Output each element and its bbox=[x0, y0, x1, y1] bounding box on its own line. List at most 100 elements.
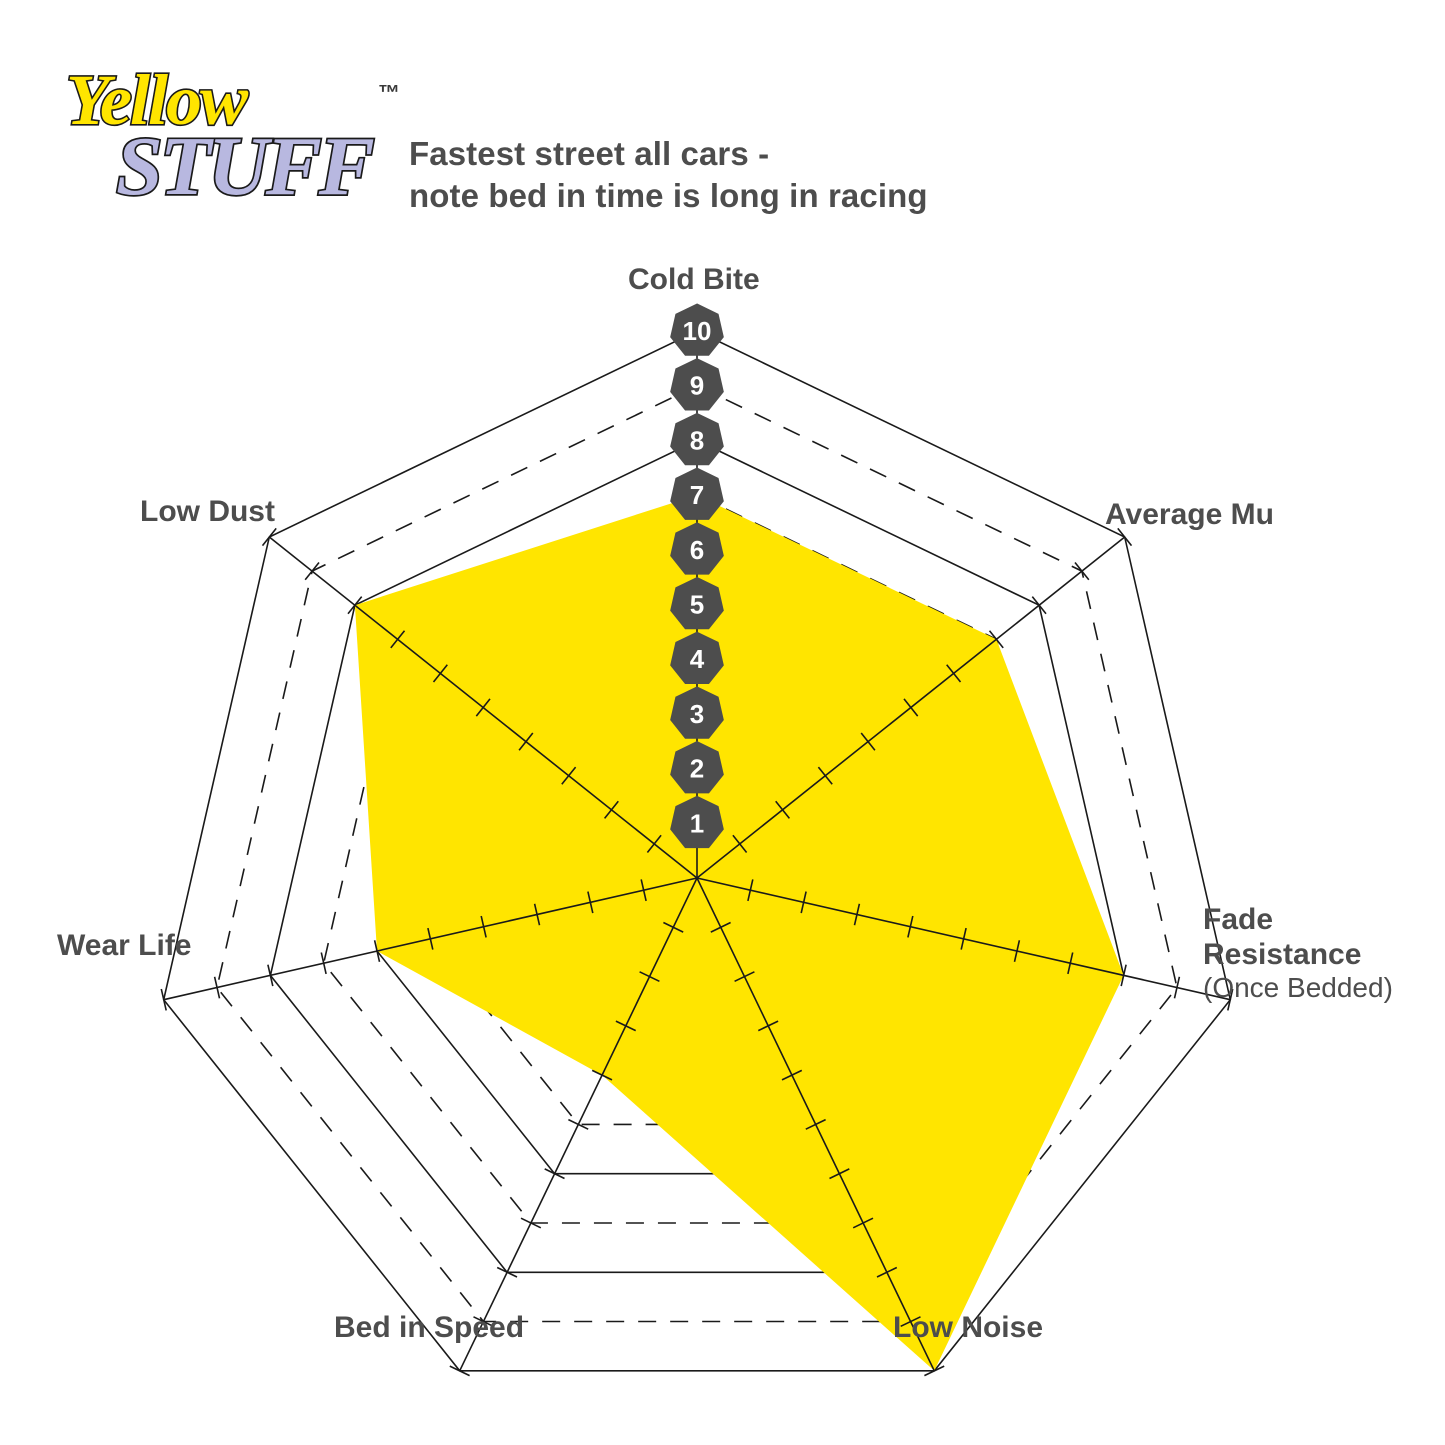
grid-ring-8 bbox=[269, 439, 1125, 1274]
axis-label-fade-resistance: Fade Resistance (Once Bedded) bbox=[1203, 902, 1438, 1005]
axis-label-average-mu: Average Mu bbox=[1105, 498, 1274, 531]
axis-label-cold-bite: Cold Bite bbox=[628, 263, 760, 296]
page-title: Fastest street all cars - note bed in ti… bbox=[409, 135, 928, 215]
axis-tick-6-4 bbox=[518, 732, 534, 751]
axis-tick-2-3 bbox=[853, 903, 861, 926]
axis-tick-3-6 bbox=[829, 1168, 850, 1180]
axis-tick-2-2 bbox=[800, 891, 807, 914]
axis-tick-4-9 bbox=[473, 1316, 494, 1328]
scale-badge-4 bbox=[670, 631, 724, 684]
axis-tick-3-1 bbox=[710, 921, 731, 933]
scale-badge-label-10: 10 bbox=[683, 316, 712, 346]
axis-tick-4-4 bbox=[591, 1069, 613, 1081]
axis-label-wear-life: Wear Life bbox=[57, 929, 192, 962]
scale-badge-label-1: 1 bbox=[690, 808, 704, 838]
axis-tick-1-8 bbox=[1031, 596, 1047, 615]
axis-tick-3-10 bbox=[924, 1365, 945, 1377]
axis-tick-6-2 bbox=[603, 800, 619, 819]
axis-tick-1-5 bbox=[903, 698, 919, 717]
axis-tick-1-10 bbox=[1117, 527, 1133, 547]
axis-tick-1-1 bbox=[732, 834, 748, 853]
logo-word-stuff: STUFF bbox=[116, 120, 374, 213]
axis-label-bed-in-speed: Bed in Speed bbox=[334, 1311, 525, 1344]
axis-tick-6-7 bbox=[390, 630, 406, 649]
logo-artwork: Yellow STUFF bbox=[64, 58, 378, 214]
axis-tick-2-5 bbox=[960, 927, 967, 950]
scale-badge-label-6: 6 bbox=[690, 535, 704, 565]
yellowstuff-logo: Yellow STUFF ™ bbox=[62, 58, 400, 233]
scale-badge-label-7: 7 bbox=[690, 480, 704, 510]
scale-badge-5 bbox=[670, 576, 724, 630]
radar-scale-badges: 1 2 3 4 5 6 7 8 9 10 bbox=[670, 303, 724, 849]
axis-tick-4-8 bbox=[496, 1266, 518, 1278]
axis-tick-5-8 bbox=[267, 964, 274, 987]
axis-tick-1-6 bbox=[946, 664, 962, 683]
axis-tick-4-5 bbox=[568, 1118, 589, 1130]
axis-tick-1-7 bbox=[988, 630, 1004, 649]
axis-tick-1-3 bbox=[817, 766, 833, 785]
axis-tick-6-3 bbox=[561, 766, 577, 785]
axis-tick-6-1 bbox=[646, 834, 662, 853]
series-polygon-yellowstuff bbox=[354, 495, 1124, 1371]
axis-tick-2-1 bbox=[747, 879, 754, 902]
axis-tick-5-10 bbox=[160, 988, 167, 1011]
scale-badge-label-5: 5 bbox=[690, 590, 704, 620]
axis-tick-5-5 bbox=[427, 927, 434, 950]
trademark-symbol: ™ bbox=[378, 80, 400, 105]
scale-badge-label-2: 2 bbox=[690, 754, 704, 784]
axis-tick-5-7 bbox=[320, 952, 327, 975]
axis-tick-6-10 bbox=[261, 527, 277, 547]
axis-tick-4-2 bbox=[639, 971, 660, 983]
axis-tick-2-4 bbox=[907, 915, 914, 938]
axis-label-fade-sub: (Once Bedded) bbox=[1203, 972, 1393, 1004]
axis-tick-3-2 bbox=[734, 971, 755, 983]
axis-tick-5-6 bbox=[373, 940, 381, 962]
axis-label-fade-main: Fade Resistance bbox=[1203, 903, 1362, 972]
axis-tick-3-9 bbox=[900, 1316, 921, 1328]
scale-badge-6 bbox=[670, 522, 724, 575]
axis-tick-3-4 bbox=[781, 1069, 803, 1081]
radar-tick-marks bbox=[160, 527, 1234, 1377]
axis-tick-4-1 bbox=[663, 921, 684, 933]
axis-tick-5-2 bbox=[587, 891, 594, 914]
axis-tick-5-3 bbox=[533, 903, 541, 926]
axis-tick-3-8 bbox=[876, 1266, 898, 1278]
scale-badge-8 bbox=[670, 412, 724, 466]
scale-badge-2 bbox=[670, 741, 724, 794]
axis-tick-1-2 bbox=[775, 800, 791, 819]
scale-badge-label-4: 4 bbox=[690, 644, 705, 674]
scale-badge-7 bbox=[670, 467, 724, 520]
axis-tick-6-9 bbox=[304, 561, 320, 581]
axis-tick-5-9 bbox=[213, 976, 221, 999]
axis-tick-2-7 bbox=[1067, 952, 1074, 975]
scale-badge-3 bbox=[670, 686, 724, 739]
axis-tick-4-10 bbox=[449, 1365, 470, 1377]
radar-series bbox=[354, 495, 1124, 1371]
axis-tick-5-4 bbox=[480, 915, 487, 938]
scale-badge-1 bbox=[670, 795, 724, 849]
axis-tick-1-4 bbox=[860, 732, 876, 751]
scale-badge-label-8: 8 bbox=[690, 425, 704, 455]
axis-tick-2-9 bbox=[1173, 976, 1181, 999]
axis-tick-6-6 bbox=[432, 664, 448, 683]
axis-tick-3-7 bbox=[852, 1217, 874, 1229]
scale-badge-9 bbox=[670, 358, 724, 411]
axis-tick-3-5 bbox=[805, 1118, 826, 1130]
axis-tick-2-6 bbox=[1013, 940, 1021, 962]
axis-tick-3-3 bbox=[757, 1020, 779, 1032]
axis-tick-4-7 bbox=[520, 1217, 542, 1229]
axis-tick-6-5 bbox=[475, 698, 491, 717]
axis-tick-5-1 bbox=[640, 879, 647, 902]
scale-badge-label-9: 9 bbox=[690, 371, 704, 401]
axis-tick-4-6 bbox=[544, 1168, 565, 1180]
axis-tick-2-8 bbox=[1120, 964, 1127, 987]
axis-tick-4-3 bbox=[615, 1020, 637, 1032]
axis-tick-1-9 bbox=[1074, 561, 1090, 581]
scale-badge-label-3: 3 bbox=[690, 699, 704, 729]
logo-word-yellow: Yellow bbox=[66, 60, 249, 140]
axis-label-low-dust: Low Dust bbox=[140, 495, 275, 528]
axis-label-low-noise: Low Noise bbox=[893, 1311, 1044, 1344]
axis-tick-6-8 bbox=[347, 596, 363, 615]
